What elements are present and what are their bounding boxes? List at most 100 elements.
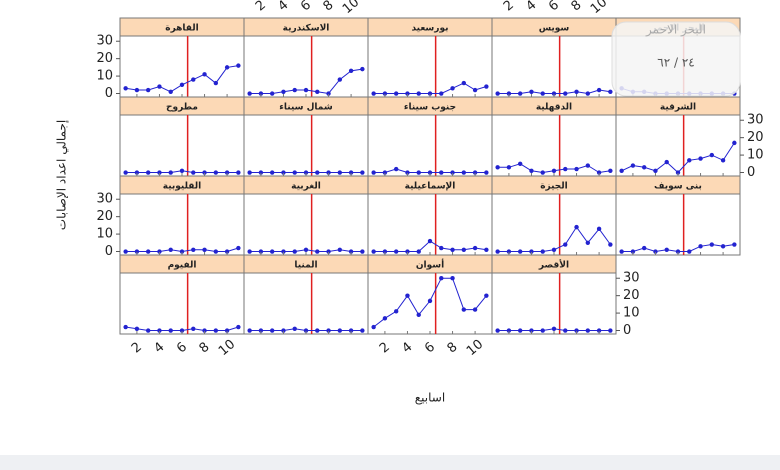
data-point (461, 307, 467, 312)
data-point (563, 242, 568, 247)
data-point (348, 68, 354, 74)
panel (243, 114, 369, 177)
y-tick-label: 10 (747, 148, 764, 163)
data-point (191, 247, 196, 252)
x-tick-label: 10 (588, 0, 610, 17)
data-point (292, 326, 297, 331)
data-point (337, 328, 343, 333)
data-point (371, 170, 376, 175)
data-point (405, 293, 410, 298)
data-point (585, 163, 591, 168)
data-point (675, 249, 681, 254)
data-point (179, 328, 185, 333)
data-point (698, 244, 703, 249)
panel-title: أسوان (416, 259, 444, 271)
panel-title: الغربية (291, 182, 321, 192)
data-point (348, 249, 354, 254)
y-tick-label: 0 (105, 244, 113, 259)
overlay-panel-title: البحر الاحمر (645, 23, 706, 38)
data-point (315, 170, 320, 175)
panel-title: سويس (539, 24, 570, 34)
data-point (258, 328, 264, 333)
y-tick-label: 10 (96, 69, 113, 84)
x-tick-label: 4 (151, 340, 167, 357)
data-point (371, 324, 376, 330)
y-tick-label: 30 (623, 271, 640, 286)
x-tick-label: 8 (569, 0, 585, 14)
data-point (303, 87, 309, 93)
panel (367, 35, 493, 98)
y-tick-label: 0 (105, 86, 113, 101)
data-point (326, 249, 331, 254)
data-point (382, 249, 388, 254)
data-point (168, 328, 173, 333)
data-point (619, 249, 624, 254)
data-point (698, 156, 703, 161)
x-tick-label: 2 (501, 0, 517, 14)
data-point (168, 170, 173, 175)
panel (243, 272, 369, 335)
y-axis-label: إجمالي اعداد الإصابات (55, 120, 69, 230)
data-point (405, 170, 410, 175)
data-point (484, 84, 489, 89)
data-point (123, 86, 128, 91)
data-point (134, 87, 140, 93)
panel (491, 272, 617, 335)
panel (243, 193, 369, 256)
data-point (360, 249, 365, 254)
data-point (461, 80, 467, 86)
y-tick-label: 30 (747, 113, 764, 128)
data-point (416, 170, 421, 175)
data-point (134, 170, 140, 175)
data-point (202, 170, 207, 175)
data-point (191, 326, 196, 331)
data-point (506, 165, 512, 170)
data-point (416, 312, 421, 318)
data-point (517, 91, 523, 96)
data-point (281, 170, 286, 175)
x-tick-label: 4 (399, 340, 415, 357)
data-point (281, 89, 286, 94)
data-point (382, 316, 388, 321)
data-point (213, 328, 219, 333)
data-point (495, 328, 500, 333)
data-point (224, 328, 230, 333)
panel (367, 272, 493, 335)
data-point (213, 170, 219, 175)
x-axis-label: اسابيع (415, 391, 445, 405)
data-point (484, 293, 489, 298)
data-point (574, 166, 579, 172)
data-point (675, 170, 681, 175)
data-point (224, 65, 230, 70)
data-point (427, 170, 433, 175)
x-tick-label: 8 (197, 340, 213, 357)
data-point (450, 170, 455, 175)
data-point (326, 328, 331, 333)
data-point (416, 249, 421, 254)
page-overlay: البحر الاحمر ٢٤ / ٦٢ (611, 21, 741, 97)
data-point (258, 91, 264, 96)
data-point (292, 87, 297, 93)
data-point (236, 245, 241, 251)
data-point (269, 170, 275, 175)
y-tick-label: 20 (96, 51, 113, 66)
data-point (495, 249, 500, 254)
strip (615, 96, 741, 116)
bottom-bar (0, 455, 780, 470)
data-point (393, 309, 399, 314)
data-point (450, 276, 455, 281)
data-point (168, 89, 173, 94)
data-point (247, 328, 252, 333)
data-point (517, 161, 523, 166)
data-point (213, 80, 219, 86)
data-point (709, 242, 715, 247)
panel-title: الأقصر (538, 259, 569, 271)
panel-title: القليوبية (163, 182, 201, 192)
data-point (405, 249, 410, 254)
data-point (732, 242, 737, 247)
panel-title: بورسعيد (411, 24, 448, 34)
data-point (529, 168, 534, 173)
x-tick-label: 2 (253, 0, 269, 14)
data-point (596, 170, 602, 175)
